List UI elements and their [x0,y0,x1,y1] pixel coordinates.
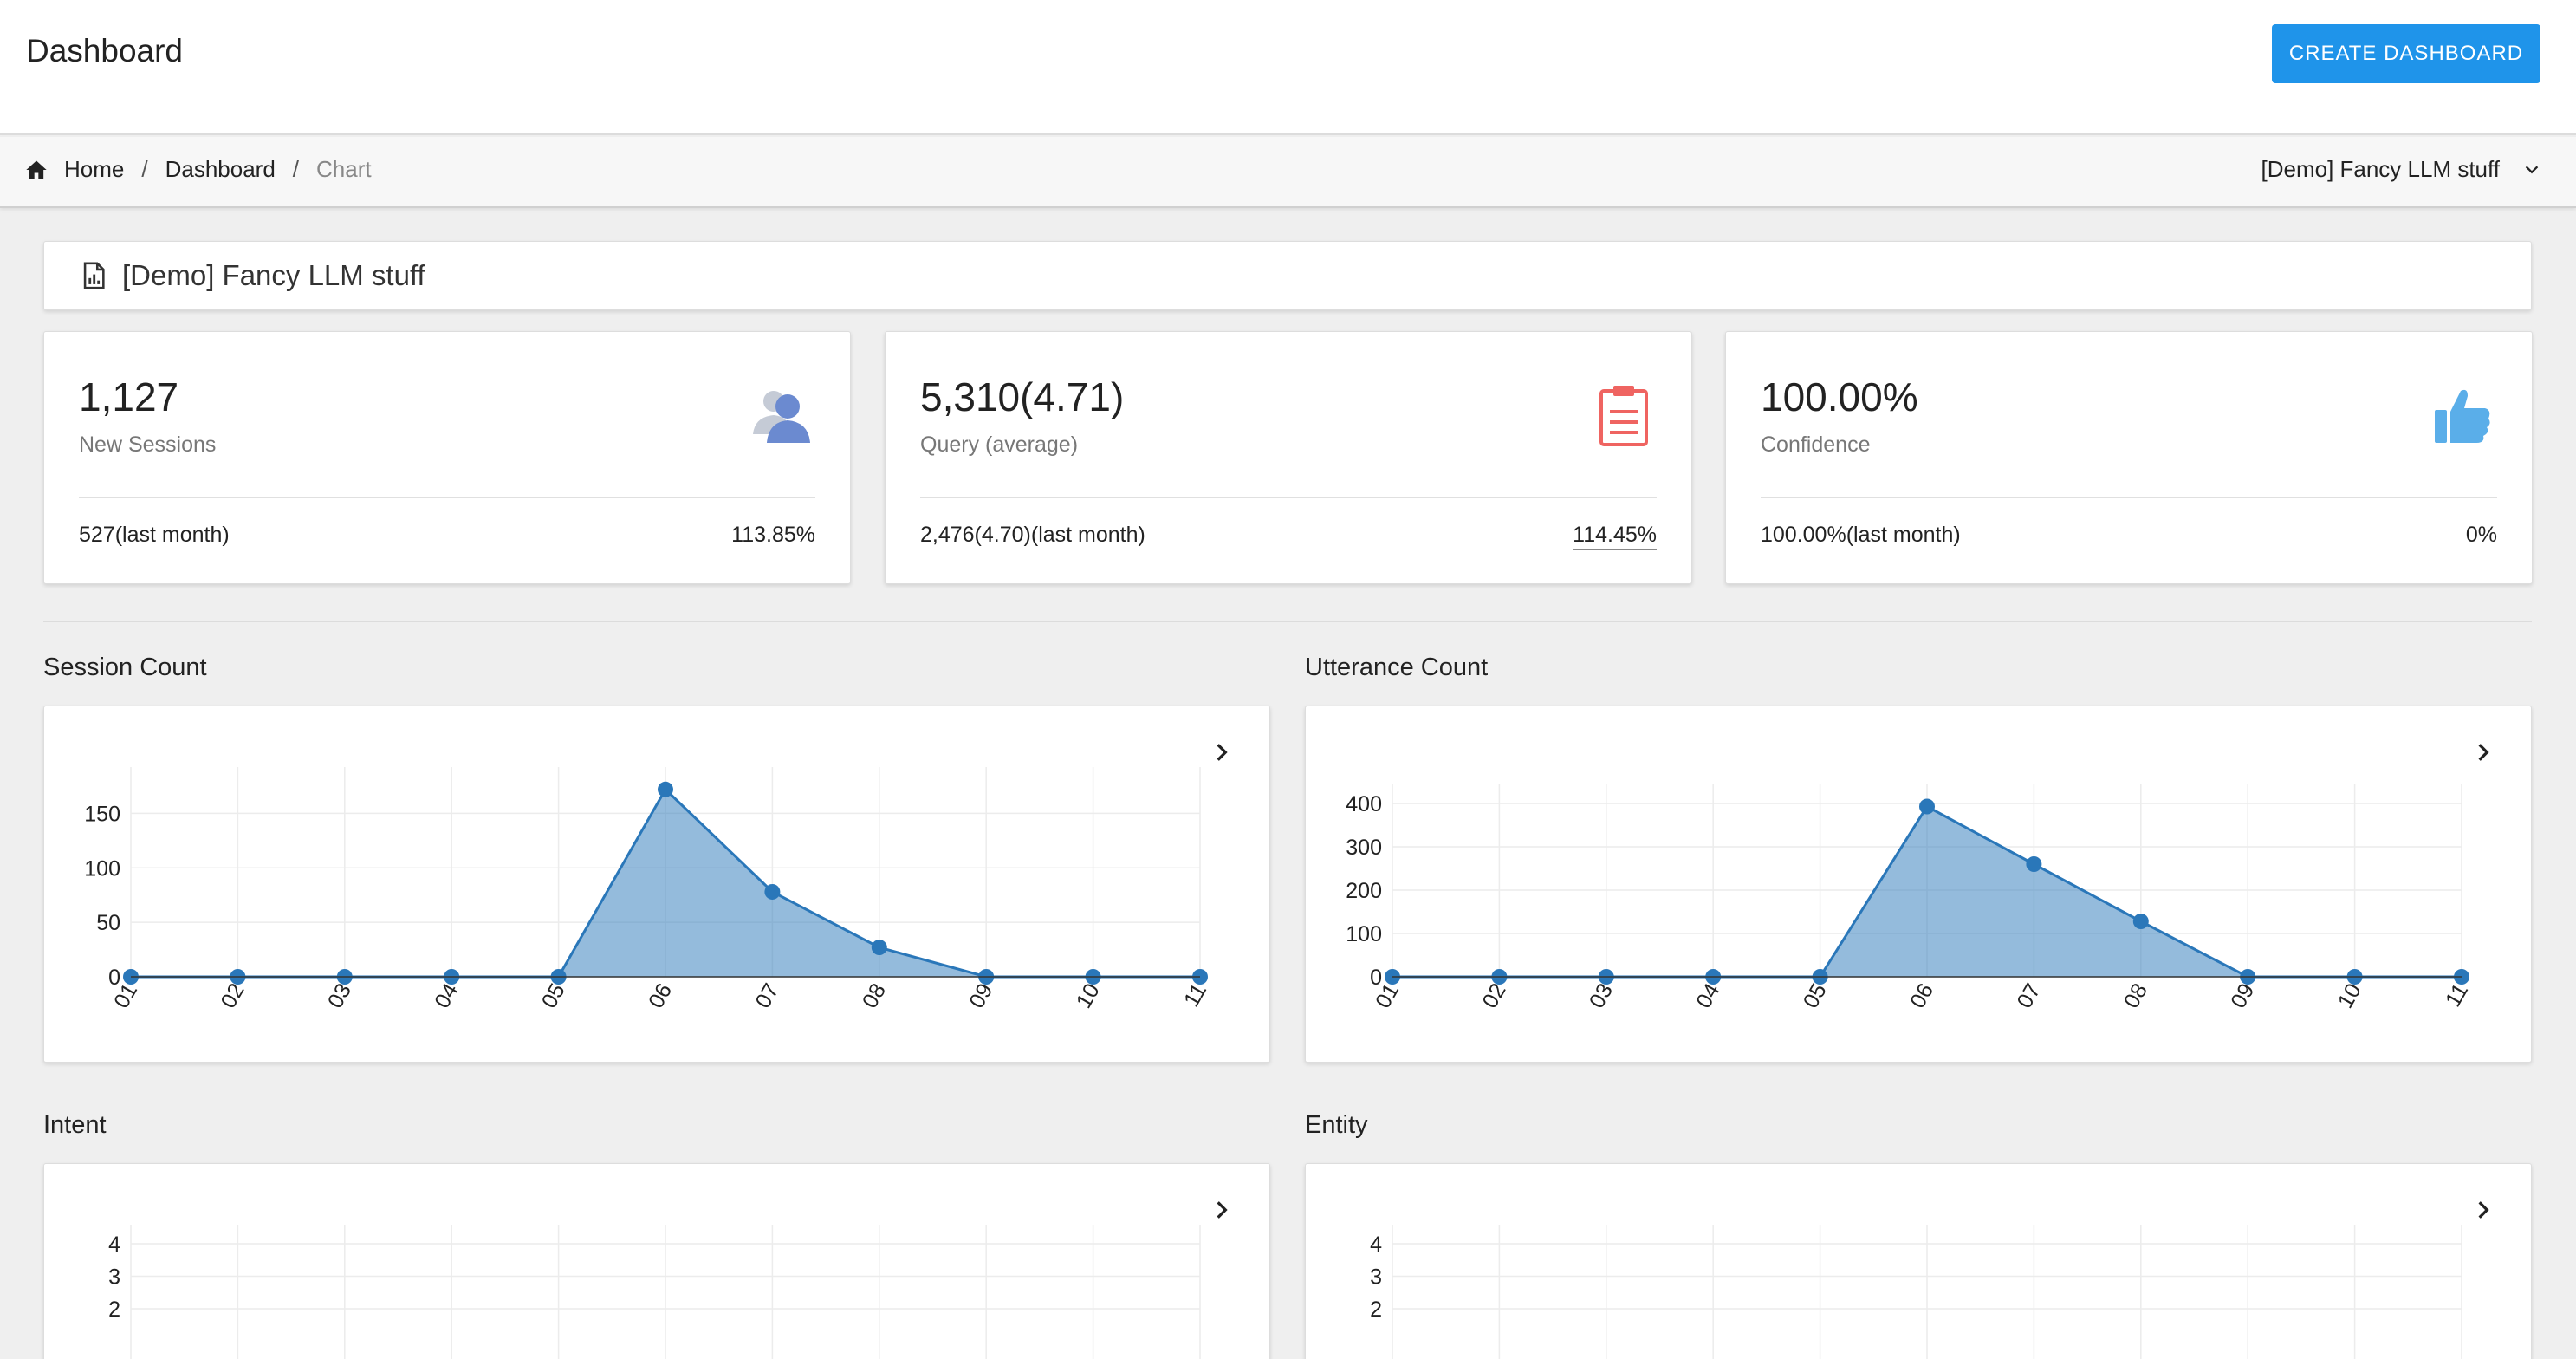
x-tick-label: 11 [2441,979,2473,1011]
stat-label: Confidence [1761,432,1871,457]
y-tick-label: 300 [1346,836,1382,860]
x-tick-label: 08 [2119,979,2152,1012]
x-tick-label: 07 [750,979,783,1012]
data-point [2132,914,2149,929]
top-bar: Dashboard CREATE DASHBOARD [0,0,2576,135]
clipboard-icon [1599,386,1648,446]
stat-label: Query (average) [920,432,1079,457]
area-fill [1392,806,2462,977]
document-chart-icon [83,262,105,289]
x-tick-label: 02 [216,979,249,1012]
x-tick-label: 03 [1585,979,1618,1012]
data-point [658,781,673,797]
x-tick-label: 04 [430,979,463,1012]
stat-change: 113.85% [731,523,815,547]
stat-previous: 527(last month) [79,523,230,547]
y-tick-label: 150 [84,802,120,826]
section-title-intent: Intent [43,1111,107,1139]
x-tick-label: 09 [2226,979,2259,1012]
x-tick-label: 10 [1072,979,1105,1012]
stat-card-confidence: 100.00% Confidence 100.00%(last month) 0… [1725,331,2533,584]
x-tick-label: 11 [1179,979,1211,1011]
utterance-count-chart-card: 0 100 200 300 400 01 02 03 04 05 06 07 08 09 10 11 [1305,706,2532,1063]
dashboard-selector[interactable]: [Demo] Fancy LLM stuff [2261,156,2541,183]
y-tick-label: 3 [1370,1265,1382,1290]
y-tick-label: 100 [84,856,120,881]
page-title: Dashboard [26,33,184,68]
x-tick-label: 03 [323,979,356,1012]
data-point [1919,798,1935,815]
session-count-chart-card: 0 50 100 150 01 02 03 04 05 06 07 08 09 10 11 [43,706,1270,1063]
data-point [764,883,781,900]
data-point [871,940,887,956]
chevron-down-icon [2525,166,2539,173]
y-tick-label: 4 [108,1232,120,1257]
y-tick-label: 0 [1370,966,1382,990]
dashboard-name: [Demo] Fancy LLM stuff [122,259,425,291]
x-tick-label: 08 [858,979,891,1012]
thumbs-up-icon [2435,389,2490,443]
section-title-entity: Entity [1305,1111,1368,1139]
chart-plot: 2 3 4 [108,1225,1201,1359]
breadcrumb-bar: Home / Dashboard / Chart [Demo] Fancy LL… [0,137,2576,208]
dashboard-name-card: [Demo] Fancy LLM stuff [43,241,2532,310]
x-tick-label: 10 [2333,979,2366,1012]
breadcrumb-current: Chart [316,156,372,182]
stat-value: 1,127 [79,374,179,419]
breadcrumb-separator: / [292,156,300,182]
stat-change: 0% [2465,523,2497,547]
chevron-right-icon[interactable] [2472,1199,2495,1221]
stat-card-sessions: 1,127 New Sessions 527(last month) 113.8… [43,331,851,584]
stat-previous: 100.00%(last month) [1761,523,1961,547]
users-icon [753,391,810,443]
stat-change[interactable]: 114.45% [1573,523,1657,550]
stat-previous: 2,476(4.70)(last month) [920,523,1145,547]
chevron-right-icon[interactable] [1210,741,1233,764]
y-tick-label: 2 [1370,1297,1382,1322]
stat-value: 5,310(4.71) [920,374,1125,419]
divider [79,497,815,498]
y-tick-label: 4 [1370,1232,1382,1257]
x-tick-label: 04 [1691,979,1724,1012]
breadcrumb: Home / Dashboard / Chart [24,156,372,183]
home-icon[interactable] [24,158,49,182]
section-divider [43,621,2532,622]
breadcrumb-separator: / [141,156,148,182]
x-tick-label: 06 [644,979,677,1012]
chevron-right-icon[interactable] [2472,741,2495,764]
intent-chart-card: 2 3 4 [43,1163,1270,1359]
y-tick-label: 100 [1346,922,1382,946]
stat-label: New Sessions [79,432,217,457]
y-tick-label: 0 [108,966,120,990]
create-dashboard-button[interactable]: CREATE DASHBOARD [2272,24,2540,83]
section-title-utterance-count: Utterance Count [1305,653,1489,681]
entity-chart-card: 2 3 4 [1305,1163,2532,1359]
x-tick-label: 09 [964,979,997,1012]
x-tick-label: 05 [1799,979,1832,1012]
divider [1761,497,2497,498]
divider [920,497,1657,498]
y-tick-label: 50 [96,911,120,935]
breadcrumb-home[interactable]: Home [64,156,125,182]
section-title-session-count: Session Count [43,653,207,681]
dashboard-selector-value: [Demo] Fancy LLM stuff [2261,156,2500,182]
y-tick-label: 400 [1346,792,1382,816]
breadcrumb-dashboard[interactable]: Dashboard [165,156,276,182]
stat-value: 100.00% [1761,374,1918,419]
chart-plot: 2 3 4 [1370,1225,2462,1359]
chevron-right-icon[interactable] [1210,1199,1233,1221]
stat-card-query: 5,310(4.71) Query (average) 2,476(4.70)(… [885,331,1692,584]
x-tick-label: 02 [1477,979,1510,1012]
area-fill [131,789,1200,977]
x-tick-label: 06 [1905,979,1938,1012]
y-tick-label: 200 [1346,879,1382,903]
y-tick-label: 2 [108,1297,120,1322]
data-point [2026,856,2042,872]
y-tick-label: 3 [108,1265,120,1290]
x-tick-label: 07 [2012,979,2045,1012]
x-tick-label: 05 [537,979,570,1012]
